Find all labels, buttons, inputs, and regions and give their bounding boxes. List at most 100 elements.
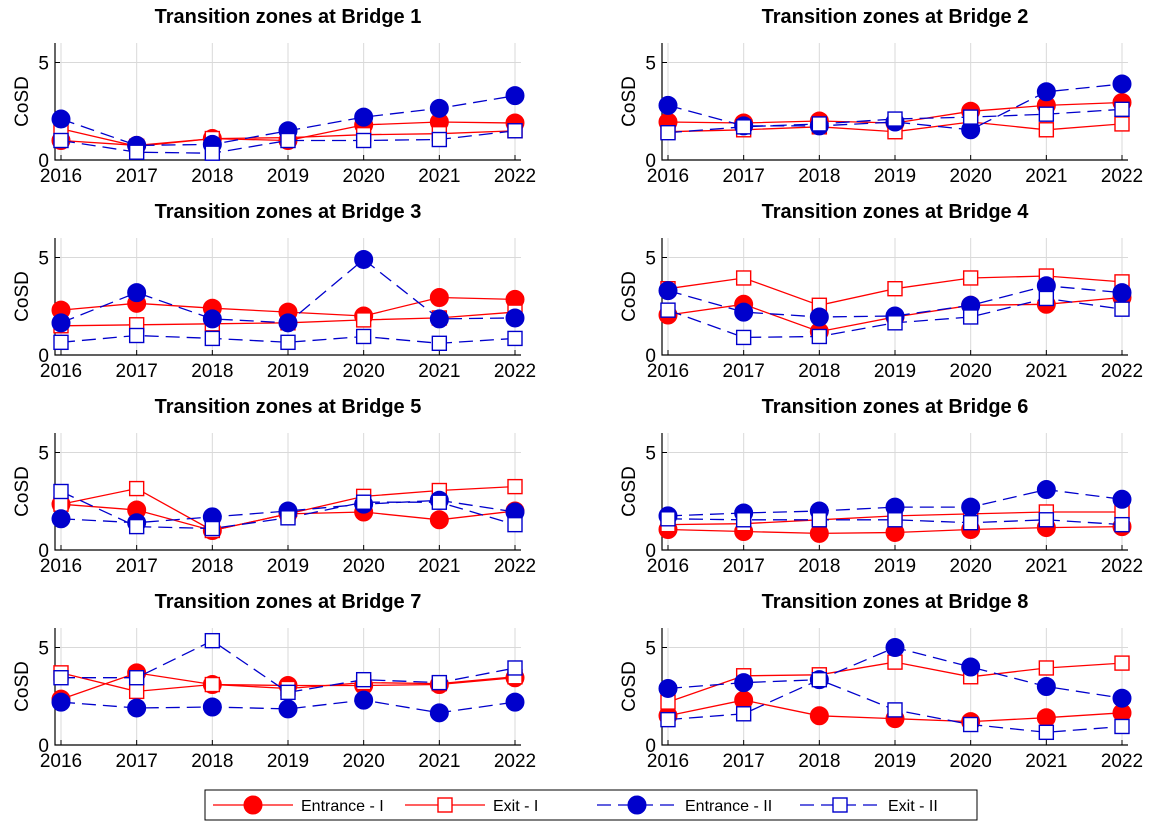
point-entrance-ii xyxy=(429,98,449,118)
y-tick-label: 5 xyxy=(38,54,49,75)
point-exit-ii xyxy=(1038,290,1055,307)
x-tick-label: 2021 xyxy=(418,751,460,772)
x-tick-label: 2020 xyxy=(343,556,385,577)
y-tick-label: 0 xyxy=(38,736,49,757)
point-entrance-ii xyxy=(1036,82,1056,102)
x-tick-label: 2018 xyxy=(191,361,233,382)
point-exit-ii xyxy=(887,512,903,528)
x-tick-label: 2021 xyxy=(418,556,460,577)
legend: Entrance - I Exit - I Entrance - II Exit - … xyxy=(204,789,978,821)
point-exit-i xyxy=(507,478,523,495)
point-exit-ii xyxy=(507,516,523,533)
x-tick-label: 2020 xyxy=(343,166,385,187)
point-exit-ii xyxy=(887,111,903,127)
x-tick-label: 2020 xyxy=(950,361,992,382)
point-exit-ii xyxy=(355,132,372,149)
point-entrance-ii xyxy=(505,86,525,106)
y-tick-label: 0 xyxy=(38,346,49,367)
y-axis-label: CoSD xyxy=(619,661,640,712)
subplot-title: Transition zones at Bridge 2 xyxy=(762,6,1029,28)
x-tick-label: 2019 xyxy=(874,556,916,577)
y-tick-label: 0 xyxy=(645,736,656,757)
point-entrance-ii xyxy=(1112,74,1132,94)
y-tick-label: 5 xyxy=(38,249,49,270)
point-exit-ii xyxy=(507,123,523,139)
point-exit-ii xyxy=(735,119,752,135)
y-tick-label: 5 xyxy=(38,639,49,660)
point-entrance-ii xyxy=(734,302,754,322)
point-exit-ii xyxy=(431,131,448,148)
y-axis-label: CoSD xyxy=(12,661,33,712)
point-exit-ii xyxy=(128,670,145,686)
point-exit-ii xyxy=(204,330,221,347)
point-entrance-ii xyxy=(505,308,525,328)
y-axis-label: CoSD xyxy=(619,271,640,322)
point-exit-ii xyxy=(128,327,145,344)
point-exit-i xyxy=(128,480,145,497)
x-tick-label: 2019 xyxy=(874,361,916,382)
point-entrance-ii xyxy=(1112,489,1132,509)
x-tick-label: 2020 xyxy=(950,166,992,187)
point-exit-ii xyxy=(128,144,145,160)
point-entrance-ii xyxy=(202,309,222,329)
x-tick-label: 2019 xyxy=(267,361,309,382)
x-tick-label: 2017 xyxy=(723,361,765,382)
x-tick-label: 2021 xyxy=(1025,751,1067,772)
point-exit-ii xyxy=(1114,101,1130,118)
point-entrance-ii xyxy=(127,283,147,303)
x-tick-label: 2021 xyxy=(1025,361,1067,382)
x-tick-label: 2022 xyxy=(494,361,536,382)
x-tick-label: 2016 xyxy=(40,361,82,382)
x-tick-label: 2018 xyxy=(191,556,233,577)
x-tick-label: 2022 xyxy=(1101,166,1143,187)
point-entrance-ii xyxy=(51,313,71,333)
y-axis-label: CoSD xyxy=(12,466,33,517)
y-tick-label: 5 xyxy=(38,444,49,465)
legend-label-entrance-i: Entrance - I xyxy=(301,798,384,815)
point-exit-ii xyxy=(355,328,372,345)
point-exit-i xyxy=(1114,655,1130,671)
point-exit-ii xyxy=(53,132,69,149)
x-tick-label: 2017 xyxy=(116,751,158,772)
x-tick-label: 2016 xyxy=(647,751,689,772)
x-tick-label: 2021 xyxy=(418,166,460,187)
point-exit-ii xyxy=(128,518,145,535)
x-tick-label: 2019 xyxy=(874,166,916,187)
point-exit-ii xyxy=(355,671,372,688)
legend-marker-exit-i xyxy=(437,797,453,813)
subplot-title: Transition zones at Bridge 1 xyxy=(155,6,422,28)
point-exit-ii xyxy=(962,716,979,733)
x-tick-label: 2018 xyxy=(191,166,233,187)
point-exit-ii xyxy=(204,632,221,649)
x-tick-label: 2019 xyxy=(267,556,309,577)
x-tick-label: 2017 xyxy=(116,166,158,187)
y-tick-label: 5 xyxy=(645,639,656,660)
point-exit-i xyxy=(128,683,145,700)
point-exit-ii xyxy=(431,494,448,510)
point-entrance-ii xyxy=(1112,688,1132,708)
point-entrance-ii xyxy=(354,249,374,269)
point-exit-ii xyxy=(811,671,828,688)
x-tick-label: 2016 xyxy=(647,166,689,187)
x-tick-label: 2017 xyxy=(116,361,158,382)
x-tick-label: 2020 xyxy=(950,556,992,577)
point-exit-ii xyxy=(811,328,828,345)
point-exit-ii xyxy=(507,330,523,347)
y-tick-label: 0 xyxy=(38,151,49,172)
point-exit-ii xyxy=(962,109,979,125)
point-exit-ii xyxy=(204,145,221,161)
point-exit-ii xyxy=(53,670,69,686)
y-axis-label: CoSD xyxy=(619,466,640,517)
point-entrance-i xyxy=(429,510,449,530)
point-exit-ii xyxy=(431,335,448,351)
subplot-title: Transition zones at Bridge 5 xyxy=(155,396,422,418)
point-entrance-i xyxy=(809,706,829,726)
y-tick-label: 5 xyxy=(645,54,656,75)
point-entrance-ii xyxy=(961,657,981,677)
point-exit-ii xyxy=(1038,724,1055,741)
